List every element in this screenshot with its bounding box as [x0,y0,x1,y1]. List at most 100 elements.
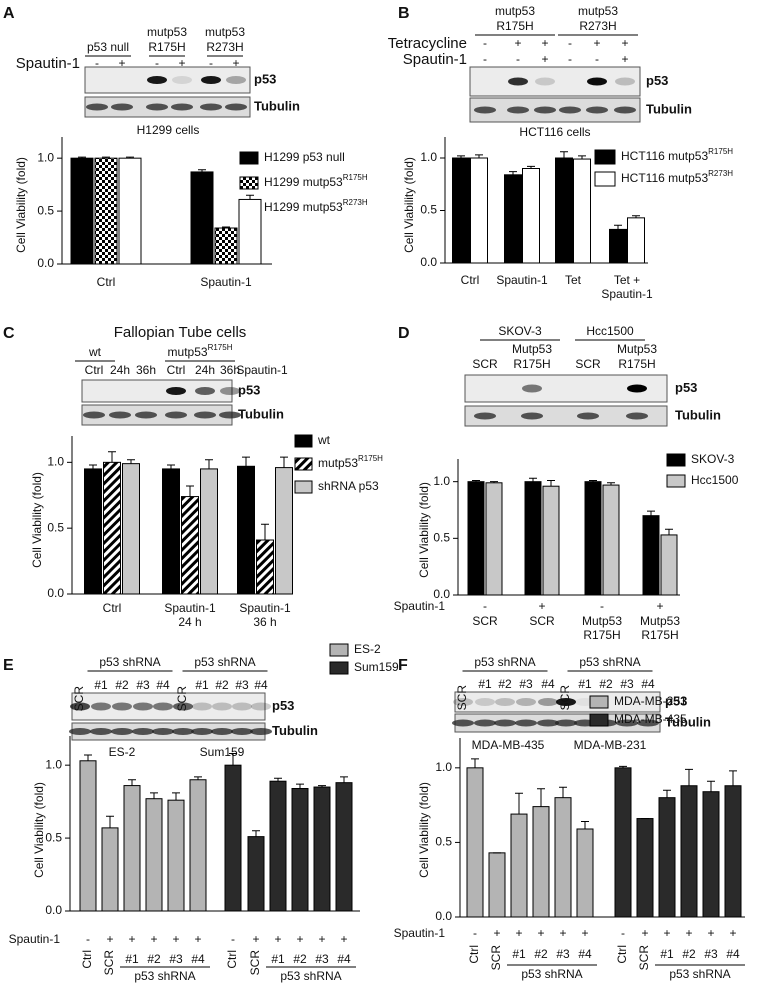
treatment-sign: + [106,932,113,946]
treatment-sign: - [95,56,99,70]
x-tick-label: Spautin-1 [601,287,653,301]
tubulin-band [152,728,174,735]
lane-label: Mutp53 [617,342,657,356]
lane-label: #4 [541,677,555,691]
x-tick-label: Ctrl [97,275,116,289]
tubulin-band [614,106,636,114]
error-bar [186,485,194,497]
error-bar [537,788,545,807]
blot-group: p53 null [87,40,129,54]
treatment-label: Spautin-1 [403,51,467,68]
bar [79,760,97,912]
panel-letter: D [398,325,410,342]
tubulin-band [132,728,154,735]
lane-label: SCR [72,686,86,712]
error-bar [614,224,622,230]
treatment-sign: + [538,599,545,613]
bar [510,813,528,918]
x-tick-label: #1 [125,952,139,966]
tubulin-band [109,411,131,419]
x-tick-label: #3 [169,952,183,966]
x-tick-label: #4 [337,952,351,966]
lane-label: Ctrl [85,363,104,377]
tubulin-band [191,728,213,735]
error-bar [685,768,693,786]
lane-label: #3 [235,678,249,692]
error-bar [128,779,136,786]
bar [118,157,142,265]
x-tick-label: SCR [637,945,651,971]
x-tick-label: Spautin-1 [239,601,291,615]
panel-letter: B [398,5,410,22]
error-bar [252,830,260,837]
blot-group: Hcc1500 [586,324,634,338]
x-tick-label: Tet [565,273,582,287]
x-tick-label: SCR [472,614,498,628]
error-bar [472,480,480,482]
treatment-sign: + [150,932,157,946]
x-tick-label: #4 [726,947,740,961]
bar [275,467,293,595]
error-bar [167,464,175,469]
tubulin-band [194,411,216,419]
blot-row-label: Tubulin [675,407,721,422]
treatment-sign: - [600,599,604,613]
error-bar [126,156,134,159]
tubulin-band [250,728,272,735]
bar [70,157,94,265]
p53-band [133,702,153,711]
legend-swatch [329,661,349,675]
legend-label: H1299 p53 null [264,150,345,164]
bar [584,481,602,596]
bar [522,168,540,264]
blot-group: mutp53 [147,25,187,39]
p53-band [627,384,647,393]
y-tick-label: 0.5 [420,203,437,217]
lane-label: #3 [620,677,634,691]
legend-label: MDA-MB-231 [614,694,687,708]
panel-letter: C [3,325,15,342]
treatment-sign: - [483,599,487,613]
legend-swatch [329,643,349,657]
tubulin-band [146,103,168,111]
treatment-sign: - [209,56,213,70]
error-bar [560,151,568,158]
blot-row-label: p53 [254,71,276,86]
p53-band [226,76,246,84]
x-tick-label: Tet + [614,273,640,287]
y-tick-label: 0.5 [45,830,62,844]
treatment-sign: + [128,932,135,946]
treatment-sign: + [514,36,521,50]
legend-swatch [594,149,616,165]
p53-band [508,77,528,86]
tubulin-band [83,411,105,419]
bar [642,515,660,596]
tubulin-band [111,728,133,735]
lane-label: SCR [455,685,469,711]
treatment-sign: + [541,36,548,50]
bar [189,779,207,912]
blot-row-label: p53 [238,382,260,397]
bar [702,791,720,918]
y-tick-label: 0.5 [47,520,64,534]
tubulin-band [537,719,559,727]
lane-label: #2 [498,677,512,691]
treatment-sign: - [473,926,477,940]
legend-label: H1299 mutp53R175H [264,173,368,189]
error-bar [106,815,114,828]
blot-group: wt [88,345,102,359]
bar [162,468,180,595]
bar [524,481,542,596]
x-tick-label: #1 [271,952,285,966]
error-bar [280,456,288,468]
blot-group: R273H [206,40,243,54]
y-tick-label: 0.0 [433,587,450,601]
lane-label: #1 [195,678,209,692]
bar [190,171,214,265]
x-tick-label: Spautin-1 [200,275,252,289]
p53-band [172,76,192,84]
treatment-sign: - [516,52,520,66]
legend-label: shRNA p53 [318,479,379,493]
treatment-sign: - [595,52,599,66]
treatment-sign: + [194,932,201,946]
